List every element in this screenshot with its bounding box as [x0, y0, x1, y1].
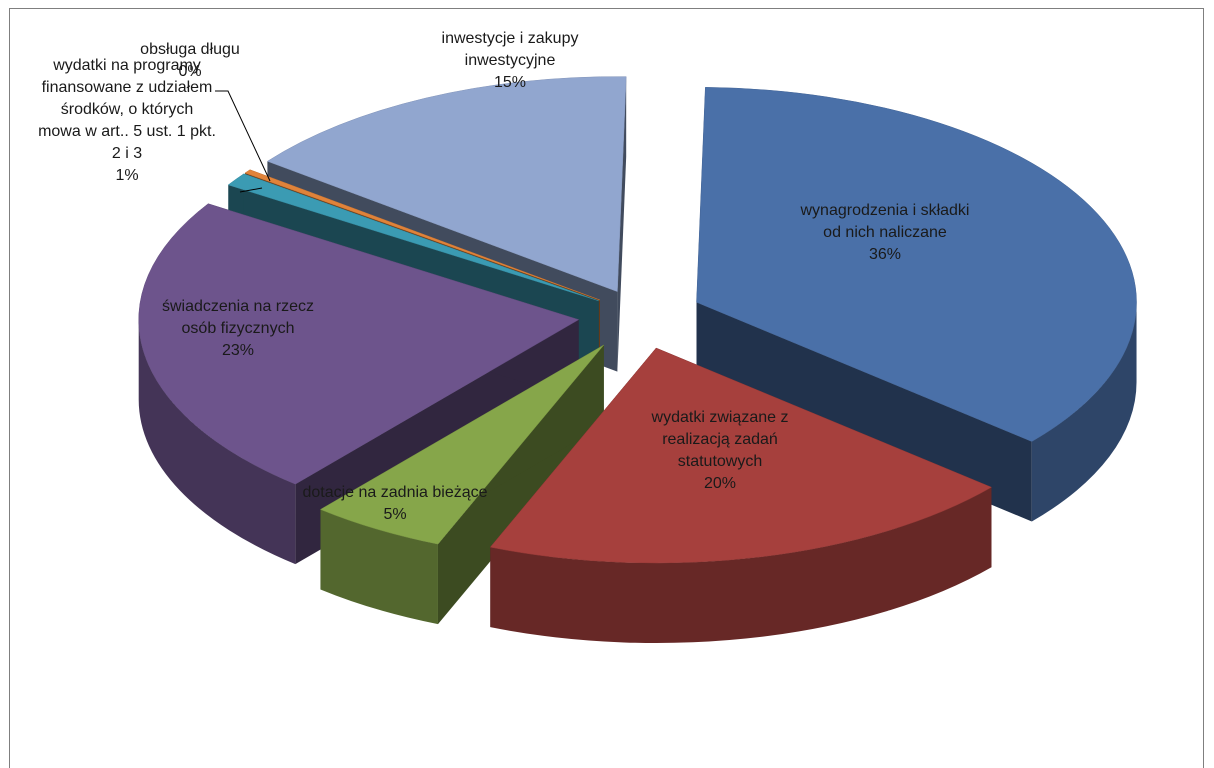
- slice-0-label-line-1: od nich naliczane: [823, 224, 947, 241]
- slice-tops: [138, 76, 1137, 564]
- slice-5-top: [244, 169, 601, 301]
- slice-3-outer-wall: [138, 319, 296, 565]
- slice-3-percent-label: 23%: [222, 342, 254, 359]
- slice-2-outer-wall: [320, 509, 438, 625]
- slice-3-label-line-1: osób fizycznych: [182, 320, 295, 337]
- slice-0-top: [696, 87, 1137, 442]
- slice-0-outer-wall: [1031, 302, 1137, 522]
- slice-4-label-line-1: finansowane z udziałem: [42, 79, 213, 96]
- slice-6-wall-1: [617, 76, 627, 372]
- slice-1-label-line-1: realizacją zadań: [662, 431, 778, 448]
- slice-4-label-line-2: środków, o których: [61, 101, 194, 118]
- slice-3-label-line-0: świadczenia na rzecz: [162, 298, 314, 315]
- slice-6-percent-label: 15%: [494, 74, 526, 91]
- slice-4-percent-label: 1%: [115, 167, 138, 184]
- slice-5-label-line-0: obsługa długu: [140, 41, 240, 58]
- slice-1-top: [489, 347, 993, 564]
- slice-0-percent-label: 36%: [869, 246, 901, 263]
- leader-line-4: [239, 187, 263, 193]
- slice-4-label-line-4: 2 i 3: [112, 145, 142, 162]
- slice-2-percent-label: 5%: [383, 506, 406, 523]
- slice-6-top: [266, 76, 627, 292]
- slice-6-label-line-0: inwestycje i zakupy: [442, 30, 579, 47]
- slice-4-top: [227, 173, 599, 302]
- slice-5-percent-label: 0%: [178, 63, 201, 80]
- slice-6-label-line-1: inwestycyjne: [465, 52, 556, 69]
- slice-1-label-line-2: statutowych: [678, 453, 762, 470]
- slice-1-outer-wall: [490, 487, 992, 644]
- slice-0-wall-1: [696, 302, 1032, 522]
- leader-line-5: [215, 90, 271, 182]
- leader-lines: [215, 90, 271, 193]
- slice-1-percent-label: 20%: [704, 475, 736, 492]
- slice-1-label-line-0: wydatki związane z: [651, 409, 789, 426]
- slice-4-label-line-0: wydatki na programy: [52, 57, 201, 74]
- slice-2-top: [319, 344, 605, 545]
- slice-0-label-line-0: wynagrodzenia i składki: [800, 202, 970, 219]
- slice-3-top: [138, 203, 580, 485]
- slice-labels: wynagrodzenia i składki od nich naliczane…: [38, 30, 969, 523]
- slice-4-label-line-3: mowa w art.. 5 ust. 1 pkt.: [38, 123, 216, 140]
- slice-2-label-line-0: dotacje na zadnia bieżące: [302, 484, 487, 501]
